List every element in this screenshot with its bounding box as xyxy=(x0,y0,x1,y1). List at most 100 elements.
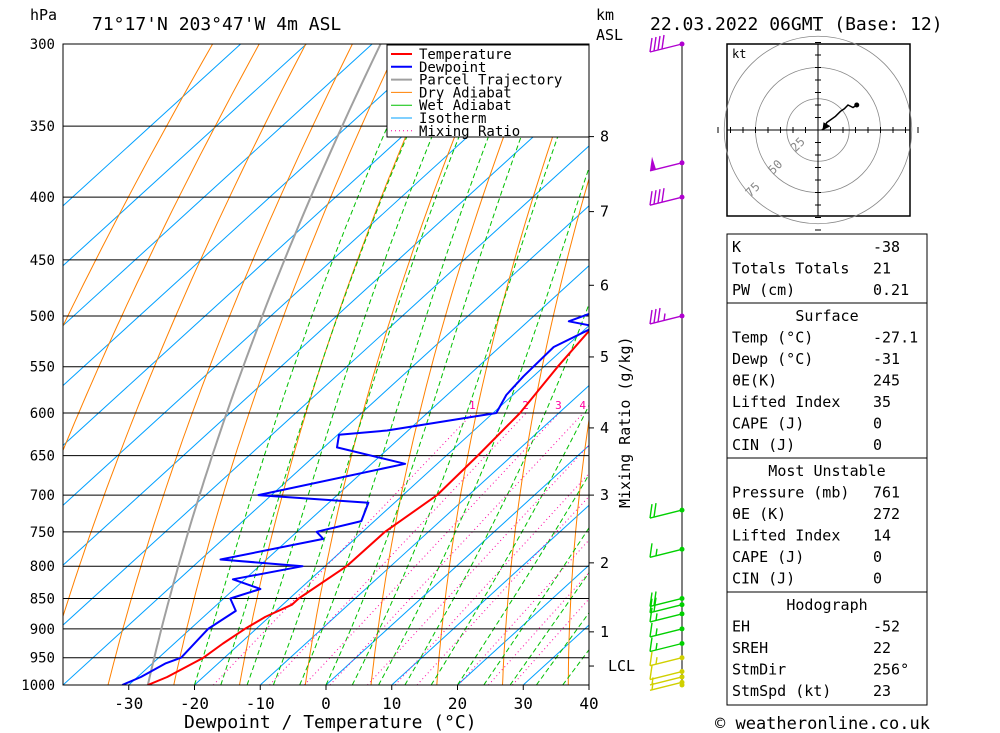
table-row-label: K xyxy=(732,238,741,256)
isotherm-line xyxy=(325,444,589,685)
wind-barb xyxy=(649,607,683,623)
table-row-label: EH xyxy=(732,618,750,636)
table-row-value: 35 xyxy=(873,393,891,411)
wind-barb-flag xyxy=(649,665,653,680)
pressure-tick-label: 750 xyxy=(30,525,55,541)
mixing-ratio-tick-label: 1 xyxy=(469,399,476,412)
pressure-tick-label: 350 xyxy=(30,119,55,135)
unstable-table-box xyxy=(726,457,928,593)
surface-table-title: Surface xyxy=(795,307,858,325)
isotherm-line xyxy=(259,384,589,685)
wet-adiabat-line xyxy=(430,404,589,685)
table-row-value: 14 xyxy=(873,527,891,545)
wind-barb xyxy=(649,543,683,558)
km-tick-label: 4 xyxy=(600,419,609,437)
wind-barb-staff xyxy=(649,509,683,519)
table-row-value: 23 xyxy=(873,682,891,700)
pressure-tick-label: 650 xyxy=(30,449,55,465)
dry-adiabat-line xyxy=(985,44,1000,685)
plot-frame xyxy=(62,43,590,686)
indices-table-box xyxy=(726,233,928,304)
mixing-ratio-axis-label: Mixing Ratio (g/kg) xyxy=(616,336,634,508)
pressure-tick-label: 500 xyxy=(30,309,55,325)
legend-entry: Mixing Ratio xyxy=(419,124,520,140)
km-tick-label: 3 xyxy=(600,486,609,504)
lcl-label: LCL xyxy=(608,657,635,675)
wet-adiabat-line xyxy=(220,44,448,685)
km-tick-label: 8 xyxy=(600,128,609,146)
wind-barb-flag xyxy=(649,37,653,53)
wind-barb-staff xyxy=(649,670,683,681)
pressure-tick-label: 600 xyxy=(30,406,55,422)
dry-adiabat-line xyxy=(633,44,725,685)
wind-barb-flag xyxy=(649,191,653,206)
hpa-unit-label: hPa xyxy=(30,6,57,24)
table-row-label: Pressure (mb) xyxy=(732,484,849,502)
table-row-value: 245 xyxy=(873,372,900,390)
wind-barb-staff xyxy=(649,628,683,638)
wind-barb xyxy=(649,591,683,608)
wind-barb-staff xyxy=(649,642,683,653)
wind-barb-flag xyxy=(649,651,653,666)
mixing-ratio-line xyxy=(304,412,560,685)
wind-barb-half-flag xyxy=(655,657,658,665)
wet-adiabat-line xyxy=(325,44,557,685)
isotherm-line xyxy=(63,145,589,626)
km-tick-label: 7 xyxy=(600,203,609,221)
dewpoint-profile-line xyxy=(121,312,589,685)
table-row-label: θE(K) xyxy=(732,372,777,390)
storm-motion-marker xyxy=(822,122,831,131)
surface-table-box xyxy=(726,302,928,459)
mixing-ratio-line xyxy=(488,571,589,685)
wind-barb-half-flag xyxy=(655,613,658,621)
wind-barb-flag xyxy=(649,622,653,638)
mixing-ratio-line xyxy=(457,539,589,685)
altitude-km-axis: 1 2 3 4 5 6 7 8 LCL xyxy=(589,128,635,675)
x-tick-label: 30 xyxy=(514,694,533,713)
wind-barb xyxy=(649,651,683,667)
asl-unit-label: ASL xyxy=(596,26,623,44)
wet-adiabat-line xyxy=(404,302,589,685)
x-tick-label: -30 xyxy=(114,694,143,713)
table-row-label: θE (K) xyxy=(732,505,786,523)
hodograph-ring xyxy=(723,35,913,225)
wind-barb-flag xyxy=(649,504,653,519)
table-row-value: -27.1 xyxy=(873,329,918,347)
wind-barb xyxy=(649,665,683,681)
km-tick-label: 1 xyxy=(600,623,609,641)
table-row-label: CIN (J) xyxy=(732,570,795,588)
wind-barb-staff xyxy=(649,657,683,667)
x-tick-label: 10 xyxy=(382,694,401,713)
x-tick-label: 0 xyxy=(321,694,331,713)
mixing-ratio-line xyxy=(269,412,527,685)
unstable-table-title: Most Unstable xyxy=(768,462,885,480)
temperature-profile-line xyxy=(147,329,589,685)
table-row-label: StmSpd (kt) xyxy=(732,682,831,700)
wet-adiabat-line xyxy=(351,48,589,685)
mixing-ratio-tick-label: 10 xyxy=(661,399,674,412)
isotherm-line xyxy=(63,44,241,207)
table-row-label: StmDir xyxy=(732,661,786,679)
legend-entry: Dry Adiabat xyxy=(419,85,512,101)
table-row-label: Dewp (°C) xyxy=(732,350,813,368)
wind-barb-flag xyxy=(649,543,653,558)
wind-barb-staff xyxy=(649,43,683,53)
x-tick-label: 40 xyxy=(579,694,598,713)
mixing-ratio-tick-label: 3 xyxy=(555,399,562,412)
wind-barb-flag xyxy=(649,607,653,623)
mixing-ratio-line xyxy=(367,444,589,685)
pressure-tick-label: 850 xyxy=(30,591,55,607)
hodograph-table-box xyxy=(726,591,928,706)
profiles-layer xyxy=(121,44,589,685)
pressure-tick-label: 550 xyxy=(30,360,55,376)
pressure-tick-label: 900 xyxy=(30,622,55,638)
dry-adiabat-line xyxy=(370,44,540,685)
dry-adiabat-line xyxy=(63,44,260,452)
legend-box xyxy=(386,44,590,138)
pressure-tick-label: 400 xyxy=(30,190,55,206)
wind-barb-flag xyxy=(657,189,661,204)
wind-barb-flag xyxy=(653,503,657,518)
table-row-label: CAPE (J) xyxy=(732,415,804,433)
